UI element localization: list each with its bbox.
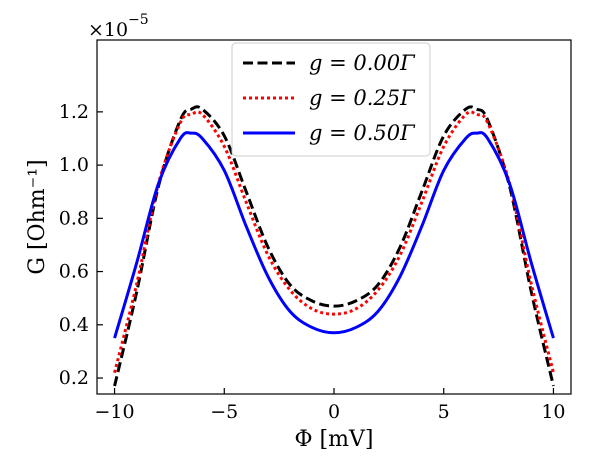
x-axis-label: Φ [mV] xyxy=(295,427,374,452)
x-tick-label: −10 xyxy=(95,401,135,423)
y-scale-factor: ×10 xyxy=(88,19,128,41)
series-layer xyxy=(113,105,555,387)
x-tick-label: 5 xyxy=(438,401,450,423)
y-axis-ticks: 0.2 0.4 0.6 0.8 1.0 1.2 xyxy=(59,101,103,389)
y-tick-label: 0.2 xyxy=(59,367,89,389)
y-tick-label: 0.4 xyxy=(59,314,89,336)
x-tick-label: −5 xyxy=(210,401,238,423)
x-tick-label: 10 xyxy=(541,401,565,423)
x-tick-label: 0 xyxy=(328,401,340,423)
y-scale-exponent: −5 xyxy=(128,12,149,28)
series-line-0 xyxy=(113,105,555,387)
series-line-2 xyxy=(113,131,555,339)
legend-label-g050: g = 0.50Γ xyxy=(309,121,416,145)
y-tick-label: 0.8 xyxy=(59,207,89,229)
legend-label-g025: g = 0.25Γ xyxy=(309,86,416,110)
y-tick-label: 1.2 xyxy=(59,101,89,123)
y-axis-label: G [Ohm⁻¹] xyxy=(25,159,50,274)
y-tick-label: 1.0 xyxy=(59,154,89,176)
legend-label-g000: g = 0.00Γ xyxy=(309,51,416,75)
x-axis-ticks: −10 −5 0 5 10 xyxy=(95,388,566,423)
legend-box xyxy=(231,42,431,157)
legend: g = 0.00Γ g = 0.25Γ g = 0.50Γ xyxy=(231,42,431,157)
series-line-1 xyxy=(113,110,555,374)
y-tick-label: 0.6 xyxy=(59,261,89,283)
